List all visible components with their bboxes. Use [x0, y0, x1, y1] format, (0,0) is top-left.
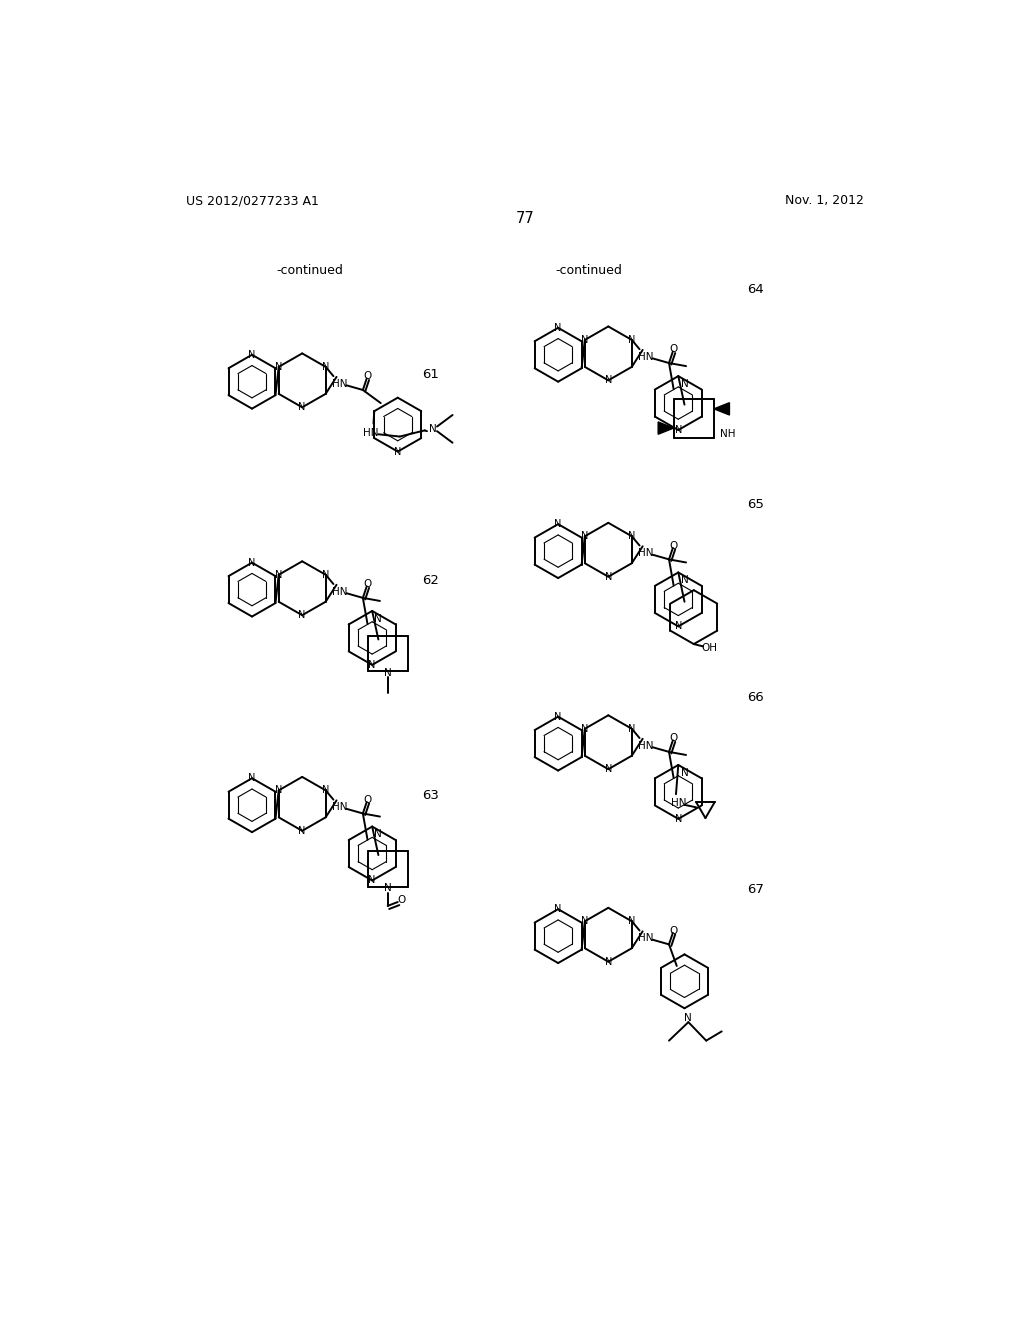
Text: O: O [364, 579, 372, 589]
Text: O: O [670, 925, 678, 936]
Text: 62: 62 [422, 574, 438, 587]
Text: HN: HN [638, 548, 653, 558]
Text: N: N [375, 614, 382, 623]
Text: N: N [628, 916, 636, 927]
Text: NH: NH [720, 429, 735, 438]
Text: N: N [554, 323, 562, 333]
Text: N: N [428, 424, 436, 434]
Text: N: N [298, 610, 306, 620]
Text: N: N [394, 446, 401, 457]
Text: N: N [582, 531, 589, 541]
Text: 67: 67 [748, 883, 764, 896]
Text: HN: HN [638, 933, 653, 944]
Text: N: N [675, 622, 682, 631]
Text: N: N [275, 570, 283, 579]
Text: N: N [384, 668, 391, 677]
Text: N: N [275, 362, 283, 372]
Text: HN: HN [362, 428, 378, 438]
Text: N: N [628, 335, 636, 345]
Text: N: N [628, 723, 636, 734]
Text: N: N [604, 957, 612, 966]
Text: 77: 77 [515, 211, 535, 226]
Text: N: N [582, 916, 589, 927]
Text: N: N [298, 826, 306, 836]
Text: O: O [364, 795, 372, 805]
Text: N: N [554, 904, 562, 915]
Text: N: N [681, 576, 688, 585]
Text: N: N [554, 519, 562, 529]
Text: -continued: -continued [276, 264, 344, 277]
Text: N: N [275, 785, 283, 796]
Text: N: N [675, 814, 682, 824]
Text: 65: 65 [748, 499, 764, 511]
Text: N: N [582, 723, 589, 734]
Text: O: O [670, 540, 678, 550]
Text: N: N [582, 335, 589, 345]
Text: N: N [369, 875, 376, 886]
Text: 61: 61 [422, 367, 438, 380]
Text: N: N [322, 570, 330, 579]
Text: N: N [604, 764, 612, 775]
Text: N: N [675, 425, 682, 436]
Text: N: N [369, 660, 376, 669]
Text: N: N [248, 557, 256, 568]
Text: 63: 63 [422, 789, 438, 803]
Text: N: N [681, 768, 688, 777]
Text: 66: 66 [748, 690, 764, 704]
Text: N: N [684, 1012, 692, 1023]
Text: HN: HN [332, 379, 347, 389]
Text: HN: HN [671, 799, 686, 808]
Polygon shape [658, 422, 674, 434]
Text: O: O [397, 895, 406, 904]
Polygon shape [714, 403, 729, 414]
Text: -continued: -continued [556, 264, 623, 277]
Text: N: N [298, 403, 306, 412]
Text: Nov. 1, 2012: Nov. 1, 2012 [785, 194, 864, 207]
Text: 64: 64 [748, 282, 764, 296]
Text: US 2012/0277233 A1: US 2012/0277233 A1 [186, 194, 319, 207]
Text: HN: HN [332, 586, 347, 597]
Text: O: O [364, 371, 372, 381]
Text: N: N [322, 362, 330, 372]
Text: N: N [628, 531, 636, 541]
Text: N: N [681, 379, 688, 389]
Text: N: N [604, 572, 612, 582]
Text: N: N [248, 774, 256, 783]
Text: N: N [248, 350, 256, 360]
Text: O: O [670, 733, 678, 743]
Text: N: N [604, 375, 612, 385]
Text: N: N [384, 883, 391, 894]
Text: OH: OH [701, 643, 717, 653]
Text: N: N [375, 829, 382, 840]
Text: HN: HN [638, 352, 653, 362]
Text: N: N [554, 711, 562, 722]
Text: O: O [670, 345, 678, 354]
Text: N: N [322, 785, 330, 796]
Text: HN: HN [332, 803, 347, 812]
Text: HN: HN [638, 741, 653, 751]
